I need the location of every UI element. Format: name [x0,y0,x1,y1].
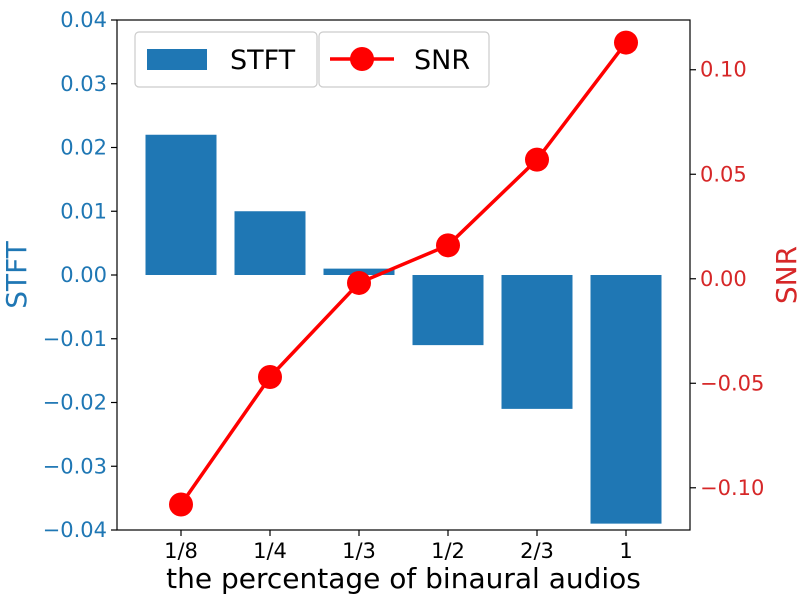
right-tick-label: 0.00 [700,267,747,291]
snr-marker [436,233,460,258]
left-tick-label: −0.01 [43,327,107,351]
stft-bar [234,211,306,275]
left-tick-label: −0.04 [43,518,107,542]
x-tick-label: 1/4 [253,539,287,563]
legend-box-stft [134,31,318,88]
legend-swatch-stft [147,49,207,70]
right-axis-label: SNR [770,246,803,304]
left-tick-label: 0.04 [60,8,107,32]
left-tick-label: 0.03 [60,72,107,96]
snr-marker [258,365,282,389]
legend-label-stft: STFT [230,45,296,76]
left-axis-ticks: −0.04 −0.03 −0.02 −0.01 0.00 0.01 0.02 0.03 0.04 [43,8,117,542]
snr-line [179,41,628,506]
right-tick-label: −0.05 [700,371,764,395]
right-tick-label: 0.10 [700,58,747,82]
snr-marker [525,147,549,172]
x-axis-ticks: 1/8 1/4 1/3 1/2 2/3 1 [164,530,633,563]
x-tick-label: 1/3 [342,539,376,563]
left-axis-label: STFT [0,240,33,308]
x-tick-label: 1/8 [164,539,198,563]
x-tick-label: 2/3 [520,539,554,563]
legend: STFT SNR [134,31,490,88]
left-tick-label: 0.00 [60,263,107,287]
snr-marker [347,270,371,295]
x-axis-label: the percentage of binaural audios [166,562,641,595]
left-tick-label: −0.02 [43,391,107,415]
x-tick-label: 1 [619,539,632,563]
right-tick-label: −0.10 [700,476,764,500]
right-axis-ticks: −0.10 −0.05 0.00 0.05 0.10 [690,58,764,500]
left-tick-label: 0.01 [60,199,107,223]
left-tick-label: 0.02 [60,136,107,160]
stft-bar [412,275,484,346]
stft-bars [145,134,662,524]
left-tick-label: −0.03 [43,454,107,478]
legend-marker-snr [350,47,374,71]
snr-marker [169,492,193,517]
x-tick-label: 1/2 [431,539,465,563]
stft-bar [145,134,217,275]
stft-bar [501,275,573,409]
snr-marker [614,30,638,55]
stft-bar [590,275,662,524]
right-tick-label: 0.05 [700,162,747,186]
legend-label-snr: SNR [414,45,470,76]
legend-box-snr [318,31,490,88]
snr-series [169,30,638,517]
